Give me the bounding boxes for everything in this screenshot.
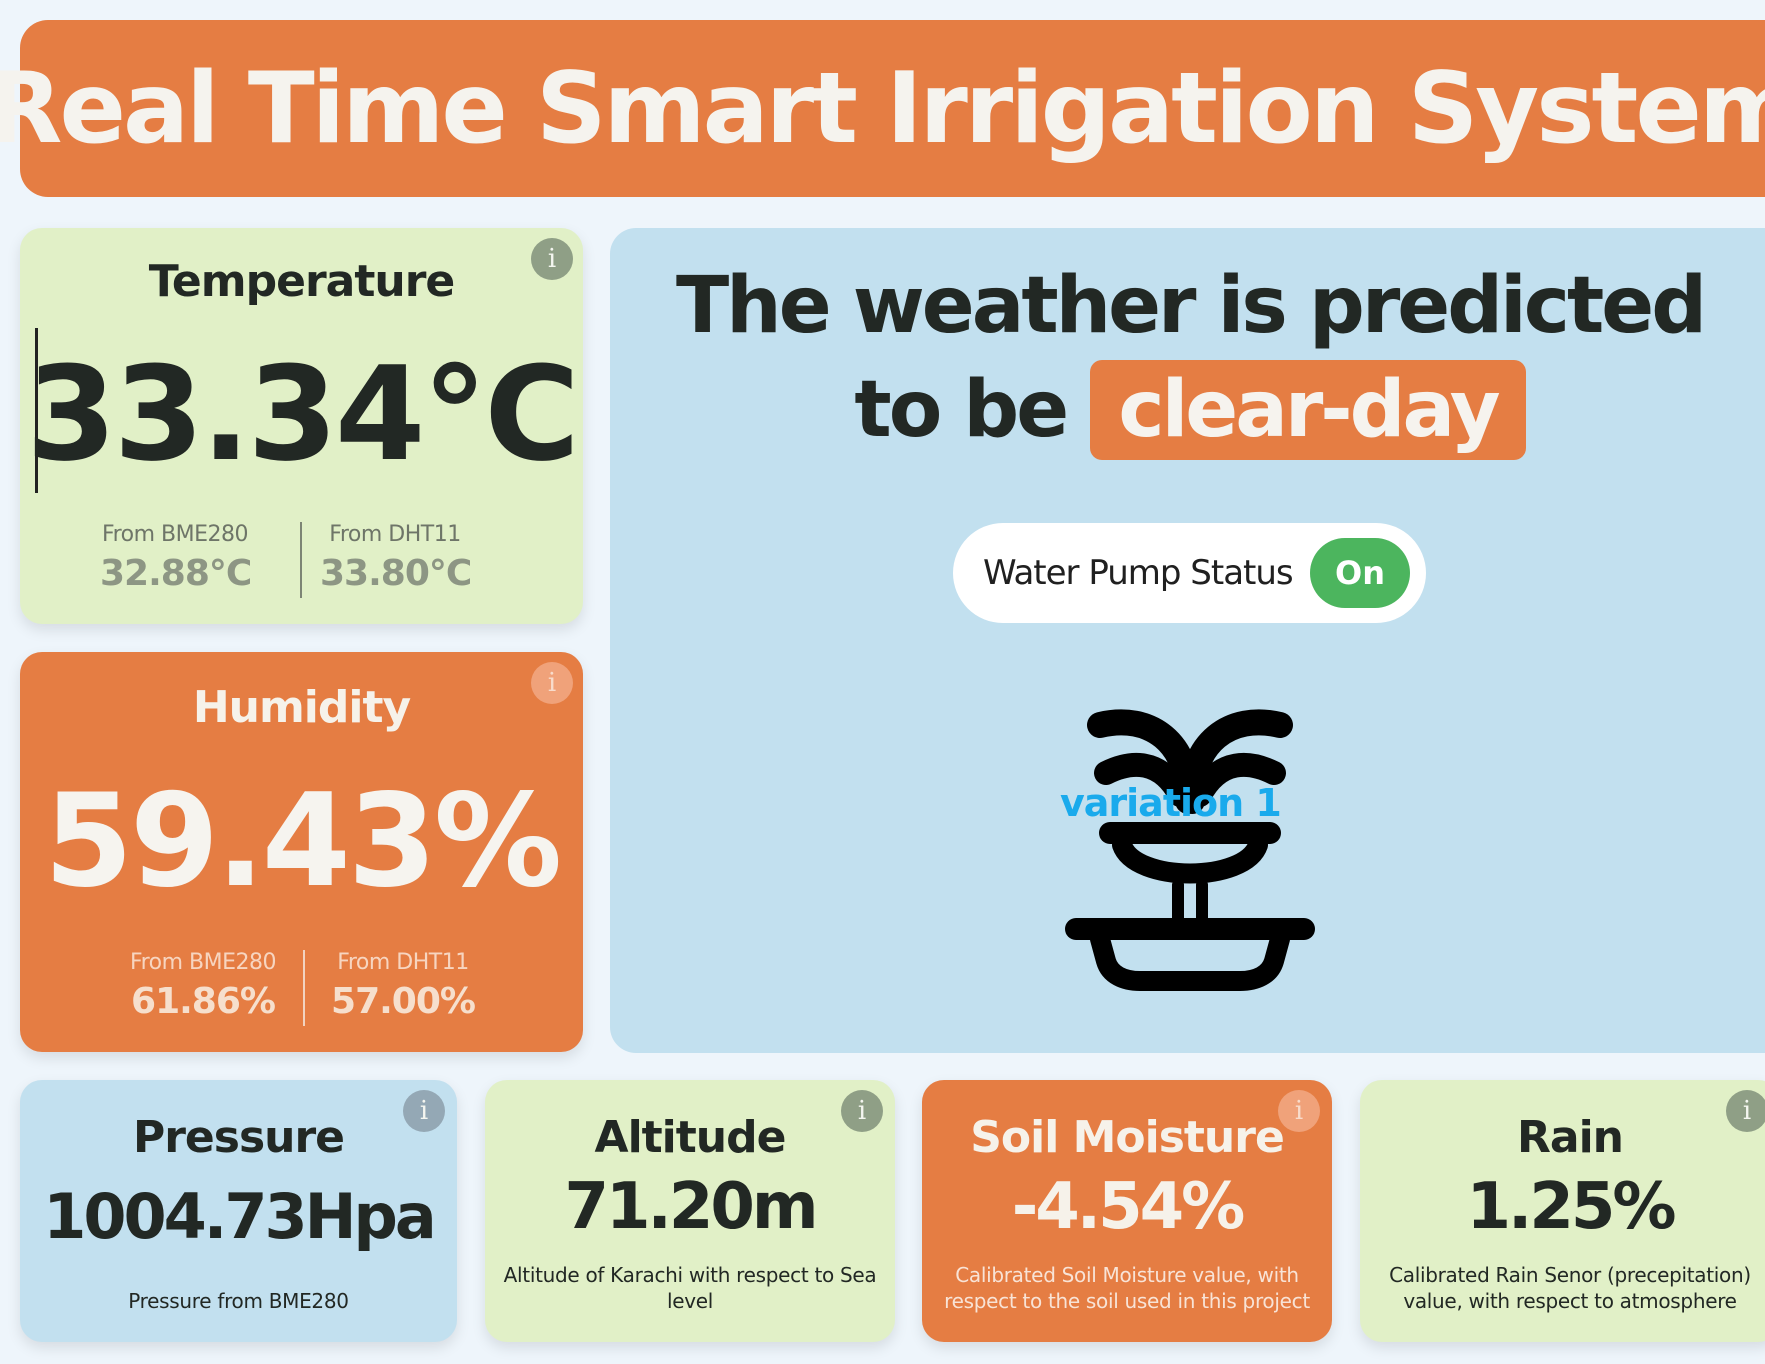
source-label: From DHT11 [329, 522, 461, 547]
humidity-source-bme280: From BME280 61.86% [128, 950, 278, 1022]
altitude-card: i Altitude 71.20m Altitude of Karachi wi… [485, 1080, 895, 1342]
header-banner: Real Time Smart Irrigation System [0, 20, 1765, 197]
info-icon[interactable]: i [531, 238, 573, 280]
fountain-image: variation 1 [1040, 683, 1340, 1003]
humidity-card: i Humidity 59.43% From BME280 61.86% Fro… [20, 652, 583, 1052]
source-value: 33.80°C [320, 553, 472, 594]
weather-headline: The weather is predicted to be clear-day [610, 254, 1765, 462]
humidity-title: Humidity [192, 682, 411, 733]
soil-moisture-title: Soil Moisture [970, 1112, 1285, 1163]
page-title: Real Time Smart Irrigation System [0, 51, 1765, 166]
pressure-title: Pressure [132, 1112, 345, 1163]
info-icon[interactable]: i [1278, 1090, 1320, 1132]
weather-prediction-badge: clear-day [1090, 360, 1526, 460]
text-cursor [35, 328, 38, 493]
altitude-title: Altitude [594, 1112, 787, 1163]
water-pump-label: Water Pump Status [983, 553, 1294, 593]
altitude-value: 71.20m [564, 1170, 818, 1244]
humidity-value: 59.43% [43, 767, 562, 916]
rain-value: 1.25% [1466, 1170, 1676, 1244]
soil-moisture-description: Calibrated Soil Moisture value, with res… [944, 1263, 1310, 1313]
info-icon[interactable]: i [531, 662, 573, 704]
source-label: From BME280 [130, 950, 276, 975]
temperature-source-dht11: From DHT11 33.80°C [320, 522, 472, 594]
source-label: From BME280 [102, 522, 248, 547]
pressure-value: 1004.73Hpa [43, 1180, 437, 1253]
water-pump-status-badge[interactable]: On [1310, 538, 1410, 608]
rain-title: Rain [1517, 1112, 1624, 1163]
divider [303, 950, 305, 1026]
fountain-icon [1065, 709, 1315, 991]
water-pump-status: Water Pump Status On [953, 523, 1426, 623]
temperature-value: 33.34°C [26, 338, 580, 490]
info-icon[interactable]: i [1726, 1090, 1765, 1132]
divider [300, 522, 302, 598]
weather-headline-prefix: to be [854, 365, 1069, 455]
pressure-description: Pressure from BME280 [128, 1289, 349, 1313]
temperature-card: i Temperature 33.34°C From BME280 32.88°… [20, 228, 583, 624]
temperature-title: Temperature [148, 256, 456, 307]
info-icon[interactable]: i [841, 1090, 883, 1132]
soil-moisture-card: i Soil Moisture -4.54% Calibrated Soil M… [922, 1080, 1332, 1342]
soil-moisture-value: -4.54% [1011, 1170, 1246, 1244]
source-label: From DHT11 [337, 950, 469, 975]
source-value: 57.00% [331, 981, 476, 1022]
rain-description: Calibrated Rain Senor (precepitation) va… [1389, 1263, 1751, 1313]
weather-headline-line1: The weather is predicted [675, 261, 1707, 351]
rain-card: i Rain 1.25% Calibrated Rain Senor (prec… [1360, 1080, 1765, 1342]
source-value: 61.86% [131, 981, 276, 1022]
altitude-description: Altitude of Karachi with respect to Sea … [503, 1263, 877, 1313]
pressure-card: i Pressure 1004.73Hpa Pressure from BME2… [20, 1080, 457, 1342]
temperature-source-bme280: From BME280 32.88°C [100, 522, 252, 594]
info-icon[interactable]: i [403, 1090, 445, 1132]
humidity-source-dht11: From DHT11 57.00% [328, 950, 478, 1022]
source-value: 32.88°C [100, 553, 252, 594]
weather-panel: The weather is predicted to be clear-day… [610, 228, 1765, 1053]
image-alt-text: variation 1 [1060, 781, 1282, 825]
